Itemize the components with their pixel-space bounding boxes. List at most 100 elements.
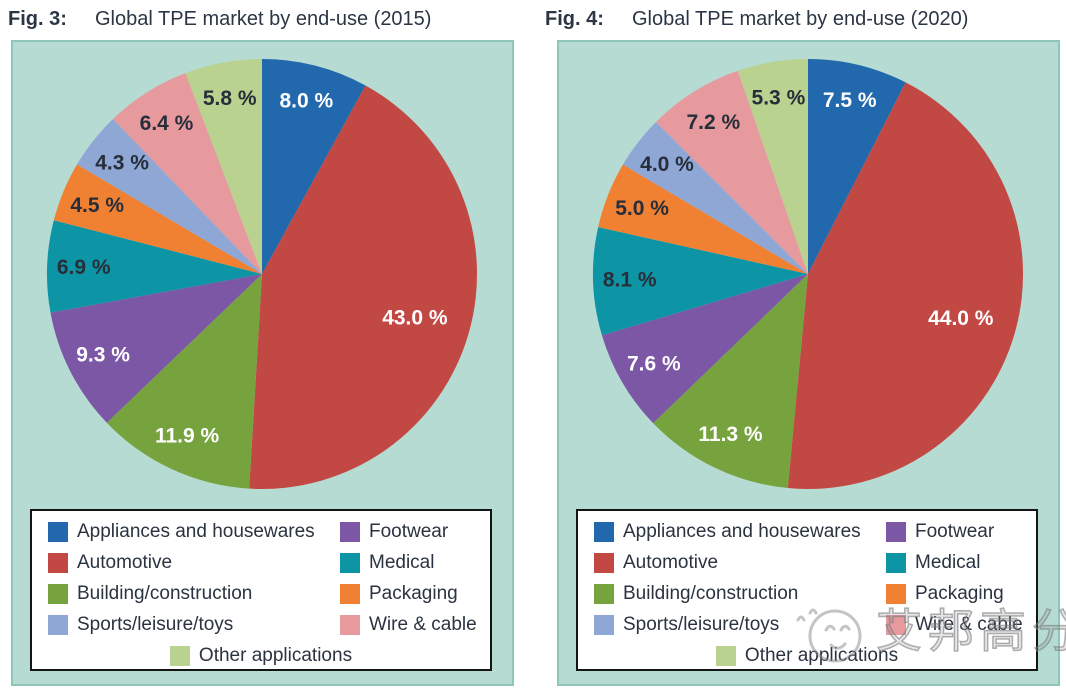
chart-panel-2015: 8.0 % 43.0 % 11.9 % 9.3 % 6.9 % 4.5 % 4.3 % 6.4… bbox=[11, 40, 514, 686]
legend-item-automotive: Automotive bbox=[594, 552, 886, 574]
legend-item-wire-cable: Wire & cable bbox=[340, 614, 477, 636]
legend-item-medical: Medical bbox=[340, 552, 434, 574]
pie-value-label-sports-leisure-toys: 4.0 % bbox=[640, 153, 694, 176]
legend-row: Other applications bbox=[32, 640, 490, 671]
legend-label-medical: Medical bbox=[369, 551, 435, 573]
pie-slice-other-applications bbox=[737, 59, 808, 274]
legend-item-building-construction: Building/construction bbox=[48, 583, 340, 605]
legend-swatch-wire-cable bbox=[340, 614, 360, 635]
legend-item-footwear: Footwear bbox=[340, 521, 448, 543]
pie-value-label-other-applications: 5.8 % bbox=[203, 87, 257, 110]
legend-2020: Appliances and housewares Footwear Automot… bbox=[576, 509, 1038, 671]
legend-label-automotive: Automotive bbox=[77, 551, 173, 573]
legend-item-appliances-and-housewares: Appliances and housewares bbox=[48, 521, 340, 543]
figure-title-text-2020: Global TPE market by end-use (2020) bbox=[632, 7, 969, 30]
legend-item-other-applications: Other applications bbox=[715, 644, 899, 667]
legend-item-sports-leisure-toys: Sports/leisure/toys bbox=[594, 614, 886, 636]
legend-row: Appliances and housewares Footwear bbox=[578, 516, 1036, 547]
figure-number-2015: Fig. 3: bbox=[8, 7, 67, 30]
legend-swatch-appliances-and-housewares bbox=[48, 521, 68, 542]
legend-row: Appliances and housewares Footwear bbox=[32, 516, 490, 547]
legend-swatch-wire-cable bbox=[886, 614, 906, 635]
legend-item-packaging: Packaging bbox=[886, 583, 1004, 605]
legend-2015: Appliances and housewares Footwear Automot… bbox=[30, 509, 492, 671]
pie-slice-other-applications bbox=[185, 59, 262, 274]
legend-swatch-automotive bbox=[594, 552, 614, 573]
legend-label-sports-leisure-toys: Sports/leisure/toys bbox=[77, 613, 234, 635]
pie-value-label-medical: 8.1 % bbox=[603, 269, 657, 292]
pie-chart-2020: 7.5 % 44.0 % 11.3 % 7.6 % 8.1 % 5.0 % 4.0 % 7.2… bbox=[593, 59, 1024, 490]
legend-swatch-packaging bbox=[340, 583, 360, 604]
legend-label-other-applications: Other applications bbox=[744, 644, 899, 666]
legend-swatch-other-applications bbox=[715, 645, 736, 666]
legend-item-other-applications: Other applications bbox=[169, 644, 353, 667]
pie-value-label-automotive: 43.0 % bbox=[382, 307, 448, 330]
pie-slice-medical bbox=[47, 220, 263, 313]
legend-label-automotive: Automotive bbox=[623, 551, 719, 573]
legend-label-wire-cable: Wire & cable bbox=[369, 613, 477, 635]
legend-row: Building/construction Packaging bbox=[32, 578, 490, 609]
legend-label-packaging: Packaging bbox=[915, 582, 1004, 604]
figure-title-2020: Fig. 4: Global TPE market by end-use (20… bbox=[545, 3, 968, 35]
pie-slice-automotive bbox=[249, 85, 478, 490]
legend-item-appliances-and-housewares: Appliances and housewares bbox=[594, 521, 886, 543]
pie-value-label-appliances-and-housewares: 7.5 % bbox=[823, 89, 877, 112]
legend-item-building-construction: Building/construction bbox=[594, 583, 886, 605]
pie-slice-sports-leisure-toys bbox=[622, 121, 808, 274]
pie-value-label-packaging: 5.0 % bbox=[615, 197, 669, 220]
legend-swatch-packaging bbox=[886, 583, 906, 604]
pie-slice-wire-cable bbox=[655, 70, 808, 274]
legend-row: Sports/leisure/toys Wire & cable bbox=[578, 609, 1036, 640]
legend-swatch-appliances-and-housewares bbox=[594, 521, 614, 542]
pie-slice-wire-cable bbox=[112, 73, 262, 274]
legend-label-building-construction: Building/construction bbox=[623, 582, 799, 604]
pie-slice-packaging bbox=[53, 164, 262, 274]
pie-slice-footwear bbox=[601, 274, 808, 424]
pie-slice-packaging bbox=[598, 164, 808, 274]
pie-value-label-other-applications: 5.3 % bbox=[752, 87, 806, 110]
legend-label-packaging: Packaging bbox=[369, 582, 458, 604]
legend-swatch-medical bbox=[340, 552, 360, 573]
legend-item-sports-leisure-toys: Sports/leisure/toys bbox=[48, 614, 340, 636]
legend-swatch-building-construction bbox=[48, 583, 68, 604]
legend-row: Sports/leisure/toys Wire & cable bbox=[32, 609, 490, 640]
pie-value-label-medical: 6.9 % bbox=[57, 256, 111, 279]
legend-label-sports-leisure-toys: Sports/leisure/toys bbox=[623, 613, 780, 635]
legend-swatch-footwear bbox=[340, 521, 360, 542]
pie-slice-medical bbox=[593, 227, 808, 336]
legend-label-footwear: Footwear bbox=[369, 520, 449, 542]
legend-swatch-building-construction bbox=[594, 583, 614, 604]
legend-swatch-footwear bbox=[886, 521, 906, 542]
figure-title-text-2015: Global TPE market by end-use (2015) bbox=[95, 7, 432, 30]
legend-swatch-other-applications bbox=[169, 645, 190, 666]
legend-item-automotive: Automotive bbox=[48, 552, 340, 574]
pie-value-label-footwear: 7.6 % bbox=[627, 352, 681, 375]
pie-value-label-wire-cable: 6.4 % bbox=[140, 112, 194, 135]
pie-value-label-building-construction: 11.3 % bbox=[698, 423, 763, 446]
legend-row: Automotive Medical bbox=[32, 547, 490, 578]
legend-row: Automotive Medical bbox=[578, 547, 1036, 578]
legend-row: Building/construction Packaging bbox=[578, 578, 1036, 609]
pie-slice-building-construction bbox=[106, 274, 262, 489]
legend-label-appliances-and-housewares: Appliances and housewares bbox=[623, 520, 861, 542]
pie-value-label-appliances-and-housewares: 8.0 % bbox=[279, 90, 333, 113]
legend-item-medical: Medical bbox=[886, 552, 980, 574]
legend-swatch-sports-leisure-toys bbox=[594, 614, 614, 635]
pie-value-label-building-construction: 11.9 % bbox=[155, 425, 220, 448]
legend-item-footwear: Footwear bbox=[886, 521, 994, 543]
legend-label-other-applications: Other applications bbox=[198, 644, 353, 666]
figure-title-2015: Fig. 3: Global TPE market by end-use (20… bbox=[8, 3, 431, 35]
pie-slice-footwear bbox=[50, 274, 262, 423]
pie-slice-sports-leisure-toys bbox=[77, 119, 262, 275]
legend-item-wire-cable: Wire & cable bbox=[886, 614, 1023, 636]
legend-label-wire-cable: Wire & cable bbox=[915, 613, 1023, 635]
legend-label-building-construction: Building/construction bbox=[77, 582, 253, 604]
legend-label-appliances-and-housewares: Appliances and housewares bbox=[77, 520, 315, 542]
pie-chart-2015: 8.0 % 43.0 % 11.9 % 9.3 % 6.9 % 4.5 % 4.3 % 6.4… bbox=[47, 59, 478, 490]
chart-panel-2020: 7.5 % 44.0 % 11.3 % 7.6 % 8.1 % 5.0 % 4.0 % 7.2… bbox=[557, 40, 1060, 686]
legend-swatch-automotive bbox=[48, 552, 68, 573]
legend-item-packaging: Packaging bbox=[340, 583, 458, 605]
legend-label-footwear: Footwear bbox=[915, 520, 995, 542]
pie-value-label-wire-cable: 7.2 % bbox=[686, 111, 740, 134]
pie-slice-appliances-and-housewares bbox=[808, 59, 906, 274]
